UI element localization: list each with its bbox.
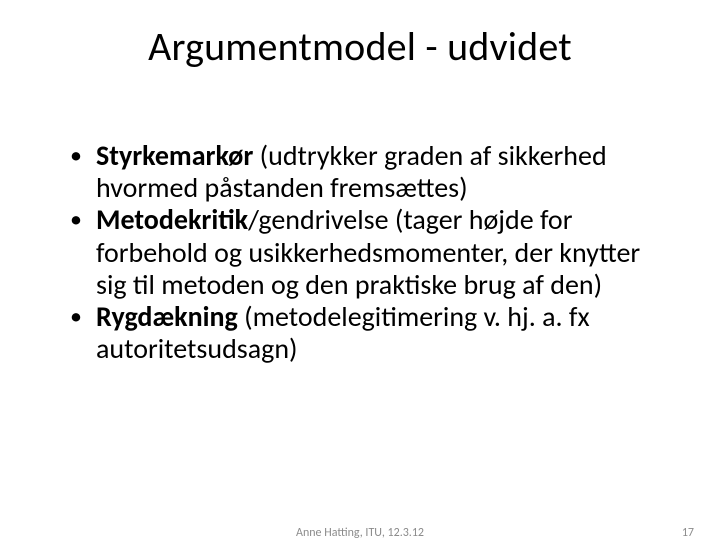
footer-page-number: 17 [682,526,694,540]
list-item: • Rygdækning (metodelegitimering v. hj. … [70,301,660,365]
slide-title: Argumentmodel - udvidet [0,22,720,71]
bullet-icon: • [70,301,96,332]
slide: Argumentmodel - udvidet • Styrkemarkør (… [0,0,720,540]
list-item-text: Styrkemarkør (udtrykker graden af sikker… [96,140,660,204]
term-label: Rygdækning [96,299,238,334]
list-item: • Styrkemarkør (udtrykker graden af sikk… [70,140,660,204]
bullet-icon: • [70,140,96,171]
term-label: Styrkemarkør [96,138,253,173]
list-item: • Metodekritik/gendrivelse (tager højde … [70,204,660,301]
term-label: Metodekritik [96,202,248,237]
list-item-text: Metodekritik/gendrivelse (tager højde fo… [96,204,660,301]
bullet-icon: • [70,204,96,235]
list-item-text: Rygdækning (metodelegitimering v. hj. a.… [96,301,660,365]
footer-center-text: Anne Hatting, ITU, 12.3.12 [0,526,720,540]
slide-body: • Styrkemarkør (udtrykker graden af sikk… [70,140,660,365]
